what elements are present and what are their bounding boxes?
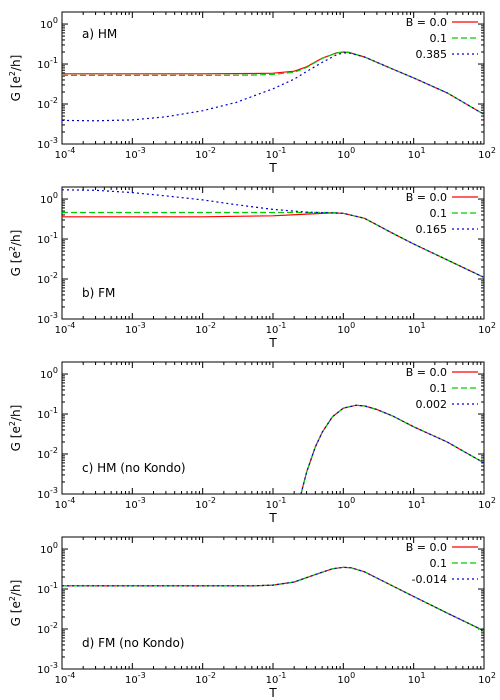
y-tick-label: 100 [40,541,58,556]
curves [62,51,484,122]
panel-d: 10-4 10-3 10-2 10-1 100 101 10210010-110-210-3… [8,536,496,700]
x-tick-label: 100 [337,146,355,161]
x-tick-label: 10-4 [55,321,76,336]
y-tick-label: 10-1 [37,581,58,596]
x-tick-label: 10-3 [125,321,146,336]
x-tick-label: 10-3 [125,496,146,511]
y-tick-label: 10-1 [37,231,58,246]
y-tick-label: 10-3 [37,486,58,501]
curves [300,404,484,494]
x-tick-label: 10-2 [195,671,216,686]
series-line-2 [300,404,484,494]
x-tick-label: 10-2 [195,321,216,336]
y-tick-label: 100 [40,366,58,381]
x-tick-label: 10-4 [55,146,76,161]
y-axis-label: G [e2/h] [8,405,23,452]
x-axis-label: T [268,161,277,175]
y-tick-label: 10-1 [37,56,58,71]
legend-label: B = 0.0 [406,541,447,554]
legend-label: 0.1 [430,557,448,570]
legend-label: 0.002 [416,398,448,411]
y-tick-label: 100 [40,191,58,206]
panel-label: d) FM (no Kondo) [82,636,185,650]
x-axis-label: T [268,511,277,525]
series-line-1 [300,404,484,494]
legend-label: 0.1 [430,32,448,45]
x-tick-label: 10-4 [55,496,76,511]
legend-label: B = 0.0 [406,191,447,204]
x-tick-label: 102 [478,321,496,336]
y-tick-label: 10-3 [37,311,58,326]
legend-label: 0.385 [416,48,448,61]
y-tick-label: 100 [40,16,58,31]
x-tick-label: 101 [408,321,426,336]
legend-label: -0.014 [412,573,447,586]
x-tick-label: 10-1 [266,671,287,686]
series-line-1 [62,566,484,632]
x-tick-label: 100 [337,321,355,336]
x-tick-label: 101 [408,146,426,161]
x-tick-label: 10-3 [125,146,146,161]
series-line-2 [62,52,484,122]
y-tick-label: 10-3 [37,136,58,151]
panel-c: 10-4 10-3 10-2 10-1 100 101 10210010-110-210-3… [8,361,496,525]
panel-b: 10-4 10-3 10-2 10-1 100 101 10210010-110-210-3… [8,186,496,350]
y-tick-label: 10-2 [37,96,58,111]
y-tick-label: 10-2 [37,621,58,636]
series-line-0 [300,404,484,494]
x-tick-label: 101 [408,671,426,686]
x-tick-label: 10-1 [266,146,287,161]
x-tick-label: 10-2 [195,146,216,161]
x-tick-label: 10-2 [195,496,216,511]
plot-frame [61,186,485,320]
curves [62,566,484,632]
x-tick-label: 102 [478,146,496,161]
series-line-2 [62,189,484,278]
x-axis-label: T [268,686,277,700]
x-axis-label: T [268,336,277,350]
x-tick-label: 10-4 [55,671,76,686]
x-tick-label: 10-1 [266,321,287,336]
legend-label: 0.1 [430,207,448,220]
panel-label: c) HM (no Kondo) [82,461,186,475]
series-line-0 [62,51,484,115]
x-tick-label: 10-3 [125,671,146,686]
y-axis-label: G [e2/h] [8,230,23,277]
curves [62,189,484,278]
x-tick-label: 100 [337,496,355,511]
series-line-1 [62,51,484,115]
legend-label: 0.165 [416,223,448,236]
y-tick-label: 10-3 [37,661,58,676]
panel-label: b) FM [82,286,115,300]
panel-a: 10-4 10-3 10-2 10-1 100 101 10210010-110-210-3… [8,11,496,175]
x-tick-label: 102 [478,496,496,511]
panel-label: a) HM [82,27,117,41]
x-tick-label: 101 [408,496,426,511]
y-axis-label: G [e2/h] [8,580,23,627]
legend-label: 0.1 [430,382,448,395]
y-axis-label: G [e2/h] [8,55,23,102]
x-tick-label: 10-1 [266,496,287,511]
plot-frame [61,11,485,145]
y-tick-label: 10-1 [37,406,58,421]
y-tick-label: 10-2 [37,446,58,461]
y-tick-label: 10-2 [37,271,58,286]
x-tick-label: 102 [478,671,496,686]
x-tick-label: 100 [337,671,355,686]
legend-label: B = 0.0 [406,16,447,29]
legend-label: B = 0.0 [406,366,447,379]
